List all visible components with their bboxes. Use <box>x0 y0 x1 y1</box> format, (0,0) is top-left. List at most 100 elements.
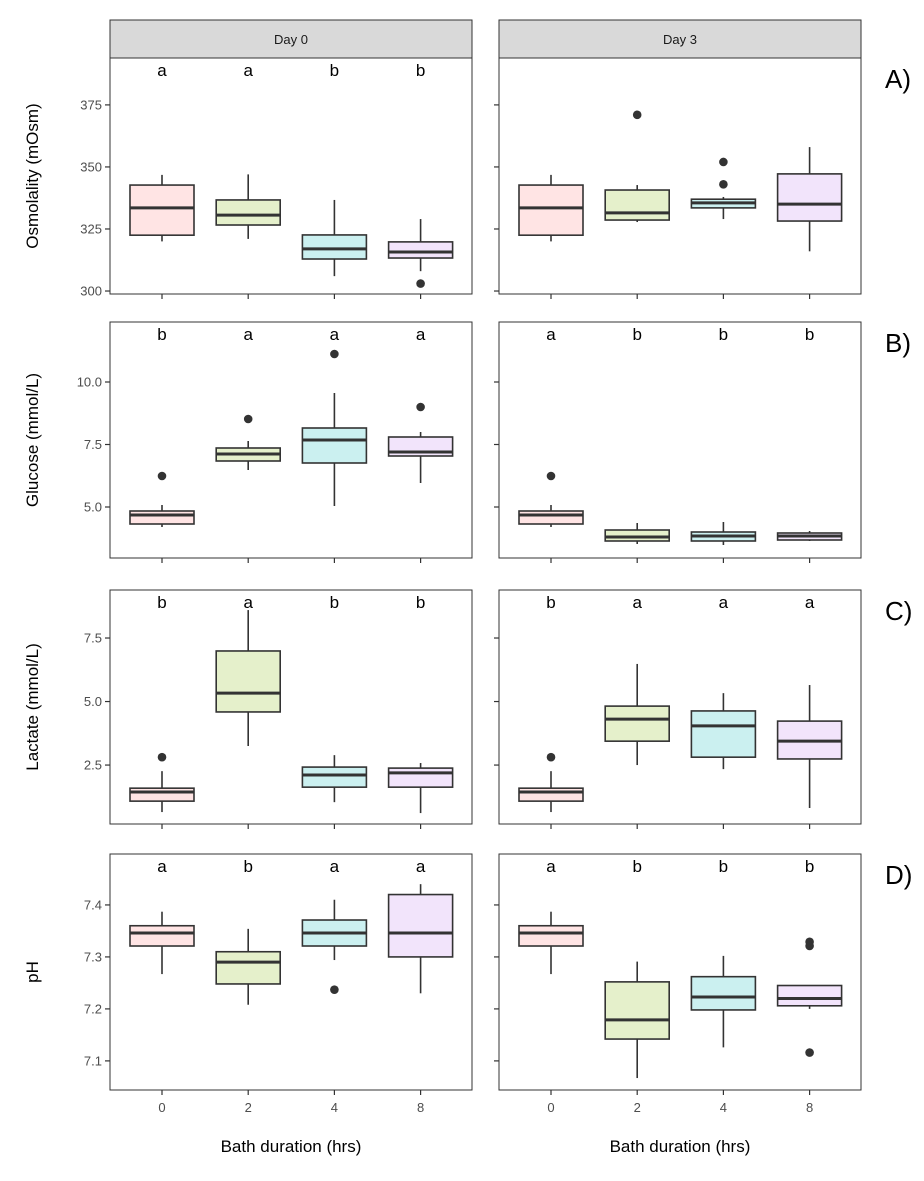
facet-strip <box>109 19 473 59</box>
significance-letter: a <box>243 325 253 344</box>
y-axis-title: Osmolality (mOsm) <box>23 103 42 248</box>
box-iqr <box>301 234 368 260</box>
significance-letter: b <box>719 857 728 876</box>
significance-letter: b <box>330 593 339 612</box>
panel-0-1 <box>494 57 862 299</box>
outlier-point <box>805 941 814 951</box>
box-iqr <box>690 975 757 1011</box>
y-tick-label: 10.0 <box>77 375 102 390</box>
y-axis-title: pH <box>23 961 42 983</box>
outlier-point <box>805 1048 814 1057</box>
box: a <box>215 61 281 239</box>
box-iqr <box>129 510 195 525</box>
box-iqr <box>387 893 454 958</box>
box: b <box>387 61 454 288</box>
x-tick-label: 0 <box>158 1100 165 1115</box>
box: a <box>301 857 368 994</box>
box-iqr <box>129 924 195 947</box>
facet-strip <box>498 19 862 59</box>
box: b <box>776 857 843 1057</box>
outlier-point <box>719 157 728 167</box>
panel-2-0: 2.5 5.0 7.5 b a b b <box>84 589 473 829</box>
box <box>604 110 671 223</box>
facet-strip-label: Day 0 <box>274 32 308 47</box>
facet-strip-label: Day 3 <box>663 32 697 47</box>
box-iqr <box>776 173 843 222</box>
box: b <box>129 325 195 527</box>
box-iqr <box>387 241 454 259</box>
panel-tag: B) <box>885 328 911 358</box>
box-iqr <box>776 984 843 1007</box>
box: a <box>690 593 757 770</box>
box <box>518 174 584 242</box>
outlier-point <box>719 180 728 189</box>
x-tick-label: 2 <box>634 1100 641 1115</box>
y-tick-label: 7.4 <box>84 897 102 912</box>
box-iqr <box>129 787 195 802</box>
box: b <box>604 857 671 1079</box>
y-tick-label: 300 <box>80 284 102 299</box>
box-iqr <box>518 184 584 236</box>
significance-letter: a <box>719 593 729 612</box>
y-tick-label: 7.3 <box>84 949 102 964</box>
significance-letter: b <box>243 857 252 876</box>
significance-letter: a <box>416 325 426 344</box>
panel-border <box>498 589 862 825</box>
x-tick-label: 2 <box>245 1100 252 1115</box>
y-axis-title: Glucose (mmol/L) <box>23 373 42 507</box>
panel-tag: A) <box>885 64 911 94</box>
y-tick-label: 7.2 <box>84 1001 102 1016</box>
box-iqr <box>301 427 368 464</box>
significance-letter: a <box>805 593 815 612</box>
significance-letter: b <box>157 325 166 344</box>
box: b <box>776 325 843 541</box>
box: b <box>215 857 281 1005</box>
panel-0-0: 300 325 350 375 a a b b <box>80 57 473 299</box>
significance-letter: a <box>157 61 167 80</box>
box: b <box>690 325 757 545</box>
y-tick-label: 7.5 <box>84 631 102 646</box>
box: a <box>129 857 195 975</box>
significance-letter: b <box>157 593 166 612</box>
box-iqr <box>129 184 195 236</box>
panel-1-0: 5.0 7.5 10.0 b a a a <box>77 321 473 563</box>
significance-letter: a <box>546 857 556 876</box>
outlier-point <box>416 279 425 288</box>
significance-letter: b <box>805 325 814 344</box>
box <box>776 147 843 252</box>
box: a <box>129 61 195 242</box>
box-iqr <box>215 650 281 713</box>
significance-letter: b <box>719 325 728 344</box>
significance-letter: a <box>330 857 340 876</box>
box: b <box>129 593 195 813</box>
box: a <box>518 857 584 975</box>
outlier-point <box>632 110 642 120</box>
box-iqr <box>518 510 584 525</box>
x-tick-label: 4 <box>331 1100 338 1115</box>
significance-letter: a <box>546 325 556 344</box>
box: b <box>518 593 584 813</box>
box: a <box>604 593 671 766</box>
outlier-point <box>243 414 253 424</box>
box: a <box>387 857 454 994</box>
significance-letter: b <box>546 593 555 612</box>
box-iqr <box>518 924 584 947</box>
significance-letter: b <box>632 857 641 876</box>
box-iqr <box>387 767 454 788</box>
significance-letter: b <box>416 61 425 80</box>
panel-tag: C) <box>885 596 912 626</box>
box: a <box>215 325 281 470</box>
box-iqr <box>604 189 671 221</box>
significance-letter: b <box>330 61 339 80</box>
box: a <box>215 593 281 746</box>
x-axis-title: Bath duration (hrs) <box>610 1137 751 1156</box>
box-iqr <box>690 710 757 758</box>
significance-letter: b <box>805 857 814 876</box>
box <box>690 157 757 220</box>
significance-letter: a <box>416 857 426 876</box>
y-tick-label: 7.1 <box>84 1053 102 1068</box>
y-tick-label: 5.0 <box>84 500 102 515</box>
